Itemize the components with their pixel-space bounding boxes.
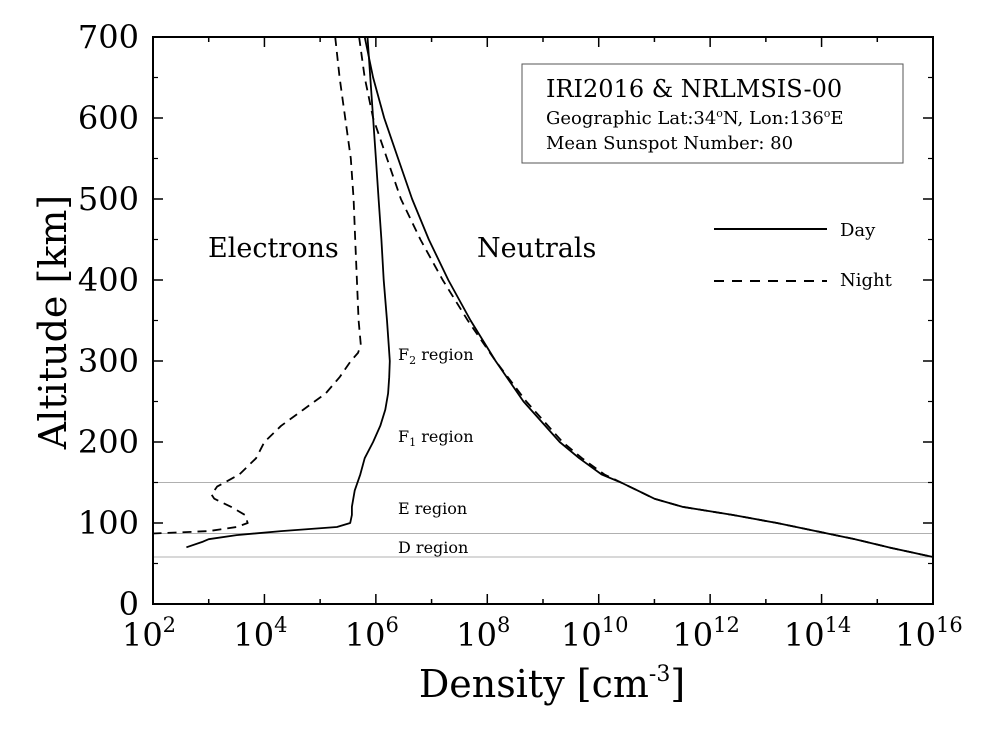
y-tick-label: 600 [78,99,139,137]
f2-region-label: F2 region [398,345,474,367]
legend-night-label: Night [840,270,893,291]
info-box-title: IRI2016 & NRLMSIS-00 [546,75,842,103]
x-tick-label: 1016 [895,613,962,654]
x-tick-label: 106 [345,613,399,654]
legend-day-label: Day [840,220,876,241]
info-box-sunspot: Mean Sunspot Number: 80 [546,133,793,154]
legend: Day Night [714,220,893,291]
x-tick-label: 108 [456,613,510,654]
electrons-day-line [186,36,391,549]
region-boundaries [153,482,933,558]
series-layer [152,36,934,558]
tick-layer [152,36,934,605]
y-tick-label: 400 [78,261,139,299]
electrons-night-line [152,36,362,535]
neutrals-night-line [358,36,934,558]
d-region-label: D region [398,538,468,557]
info-box: IRI2016 & NRLMSIS-00 Geographic Lat:34oN… [521,63,904,164]
info-box-location: Geographic Lat:34oN, Lon:136oE [546,107,844,129]
y-tick-label: 0 [119,585,139,623]
x-tick-label: 1010 [561,613,628,654]
y-tick-label: 300 [78,342,139,380]
x-tick-label: 1014 [784,613,851,654]
y-axis-title: Altitude [km] [31,195,75,450]
electrons-label: Electrons [208,233,339,264]
x-tick-label: 1012 [672,613,739,654]
x-tick-label: 102 [122,613,176,654]
e-region-label: E region [398,499,467,518]
f1-region-label: F1 region [398,427,474,449]
y-tick-label: 500 [78,180,139,218]
y-tick-labels: 0 100 200 300 400 500 600 700 [78,18,139,623]
y-tick-label: 700 [78,18,139,56]
y-tick-label: 100 [78,504,139,542]
y-tick-label: 200 [78,423,139,461]
x-tick-labels: 102 104 106 108 1010 1012 1014 1016 [122,613,963,654]
x-axis-title: Density [cm-3] [419,662,685,706]
info-box-frame [521,63,904,164]
neutrals-label: Neutrals [477,233,596,264]
x-tick-label: 104 [233,613,287,654]
